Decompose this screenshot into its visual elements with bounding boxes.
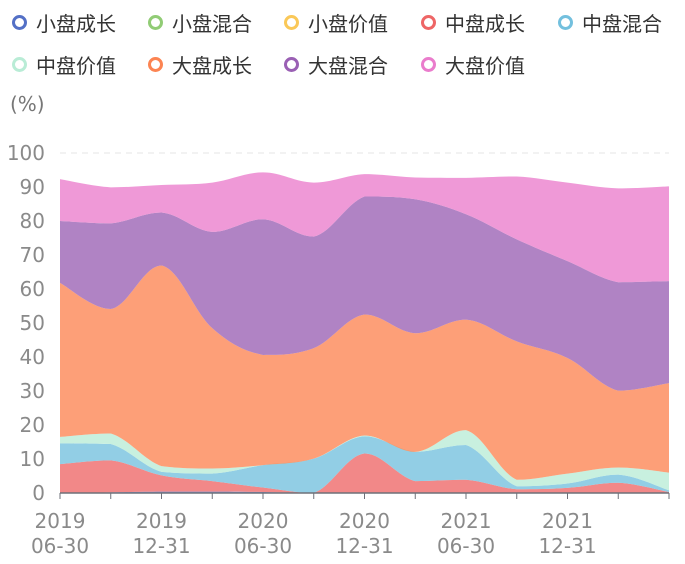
legend-marker-icon	[558, 15, 573, 30]
x-tick-label-date: 12-31	[538, 534, 596, 558]
y-tick-label: 100	[7, 141, 45, 165]
area-series	[60, 172, 669, 283]
area-series	[60, 453, 669, 493]
legend-label: 大盘价值	[445, 54, 525, 78]
area-series	[60, 436, 669, 493]
legend-marker-icon	[284, 57, 299, 72]
x-tick-label-year: 2019	[35, 509, 86, 533]
x-tick-label-date: 06-30	[234, 534, 292, 558]
y-tick-label: 80	[20, 209, 45, 233]
legend-label: 大盘成长	[172, 54, 252, 78]
legend-item[interactable]: 大盘价值	[421, 50, 525, 79]
legend-item[interactable]: 大盘成长	[148, 50, 252, 79]
legend-item[interactable]: 大盘混合	[284, 50, 388, 79]
legend-item[interactable]: 小盘混合	[148, 8, 252, 37]
y-tick-label: 30	[20, 379, 45, 403]
legend-label: 小盘价值	[308, 12, 388, 36]
y-tick-label: 20	[20, 413, 45, 437]
x-tick-label-year: 2019	[136, 509, 187, 533]
legend-item[interactable]: 小盘价值	[284, 8, 388, 37]
legend-marker-icon	[12, 57, 27, 72]
legend-label: 小盘混合	[172, 12, 252, 36]
y-tick-label: 50	[20, 311, 45, 335]
legend-marker-icon	[148, 57, 163, 72]
x-tick-label-year: 2021	[542, 509, 593, 533]
y-tick-label: 40	[20, 345, 45, 369]
legend-marker-icon	[148, 15, 163, 30]
x-tick-label-date: 06-30	[31, 534, 89, 558]
legend-label: 大盘混合	[308, 54, 388, 78]
y-tick-label: 0	[32, 481, 45, 505]
legend-marker-icon	[421, 15, 436, 30]
legend-marker-icon	[284, 15, 299, 30]
x-tick-label-year: 2020	[339, 509, 390, 533]
x-tick-label-date: 06-30	[437, 534, 495, 558]
y-tick-label: 10	[20, 447, 45, 471]
legend-label: 小盘成长	[36, 12, 116, 36]
x-tick-label-date: 12-31	[132, 534, 190, 558]
y-tick-label: 60	[20, 277, 45, 301]
legend-item[interactable]: 中盘混合	[558, 8, 662, 37]
legend-item[interactable]: 中盘成长	[421, 8, 525, 37]
legend-label: 中盘价值	[36, 54, 116, 78]
x-tick-label-date: 12-31	[335, 534, 393, 558]
legend-item[interactable]: 中盘价值	[12, 50, 116, 79]
legend-label: 中盘成长	[445, 12, 525, 36]
legend-marker-icon	[421, 57, 436, 72]
x-tick-label-year: 2021	[441, 509, 492, 533]
y-tick-label: 90	[20, 175, 45, 199]
y-axis-unit-label: (%)	[10, 92, 45, 116]
legend-marker-icon	[12, 15, 27, 30]
area-series	[60, 265, 669, 480]
area-series	[60, 196, 669, 391]
y-tick-label: 70	[20, 243, 45, 267]
x-tick-label-year: 2020	[238, 509, 289, 533]
legend-label: 中盘混合	[582, 12, 662, 36]
legend-item[interactable]: 小盘成长	[12, 8, 116, 37]
